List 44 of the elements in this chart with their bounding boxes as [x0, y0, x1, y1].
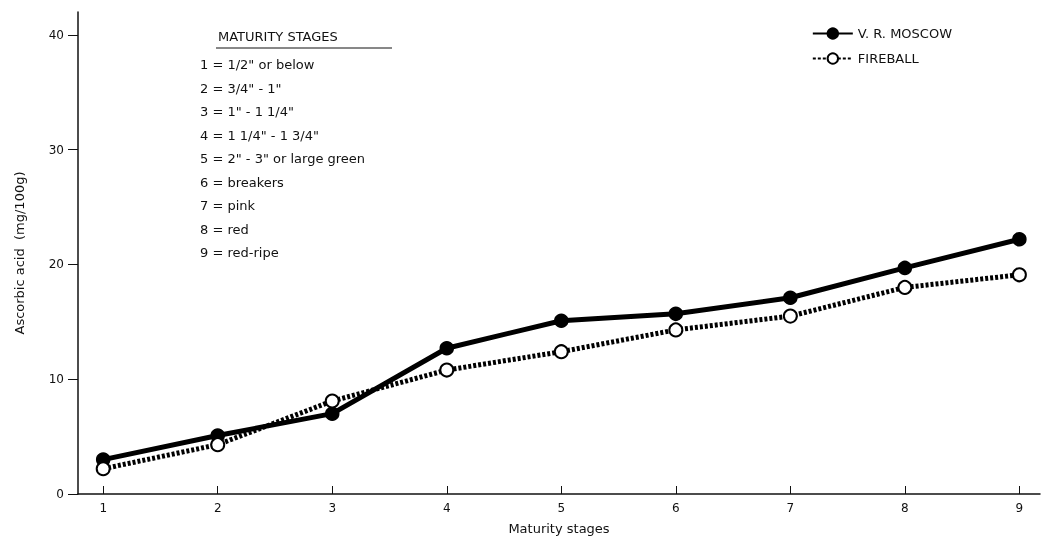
point: [783, 290, 798, 305]
y-tick-label: 20: [48, 257, 64, 272]
annotation: 7 = pink: [200, 198, 256, 213]
point: [210, 437, 226, 453]
y-tick-label: 10: [48, 372, 64, 387]
annotation: 1 = 1/2" or below: [200, 57, 315, 72]
x-tick-label: 5: [557, 501, 566, 515]
y-tick-label: 0: [56, 487, 64, 501]
x-tick-label: 9: [1015, 501, 1024, 515]
x-tick-label: 8: [901, 501, 909, 515]
annotation: 8 = red: [200, 221, 249, 237]
annotation: MATURITY STAGES: [218, 29, 338, 44]
point: [324, 393, 340, 409]
point: [554, 313, 569, 328]
y-tick-label: 30: [48, 142, 64, 157]
annotation: 9 = red-ripe: [200, 245, 279, 260]
x-tick-label: 1: [99, 501, 108, 515]
x-tick-label: 7: [786, 501, 795, 515]
x-tick-label: 2: [213, 501, 222, 515]
point: [439, 362, 455, 378]
y-tick-label: 40: [48, 27, 64, 42]
point: [897, 260, 913, 276]
legend-label: FIREBALL: [857, 51, 920, 66]
annotation: 5 = 2" - 3" or large green: [200, 151, 366, 166]
y-axis-title: Ascorbic acid (mg/100g): [12, 171, 27, 335]
x-tick-label: 3: [328, 501, 337, 515]
x-axis-title: Maturity stages: [508, 521, 610, 536]
legend-label: V. R. MOSCOW: [857, 26, 953, 41]
point: [897, 279, 913, 295]
point: [439, 341, 455, 356]
point: [668, 322, 684, 338]
point: [782, 308, 798, 324]
annotation: 4 = 1 1/4" - 1 3/4": [200, 127, 319, 143]
point: [95, 461, 111, 477]
annotation: 3 = 1" - 1 1/4": [200, 104, 294, 119]
point: [325, 406, 340, 421]
x-tick-label: 6: [671, 501, 680, 515]
annotation: 2 = 3/4" - 1": [200, 80, 282, 96]
point: [1012, 231, 1027, 247]
point: [1011, 267, 1027, 283]
point: [553, 344, 569, 360]
point: [668, 306, 684, 322]
x-tick-label: 4: [442, 501, 451, 515]
annotation: 6 = breakers: [200, 174, 285, 190]
